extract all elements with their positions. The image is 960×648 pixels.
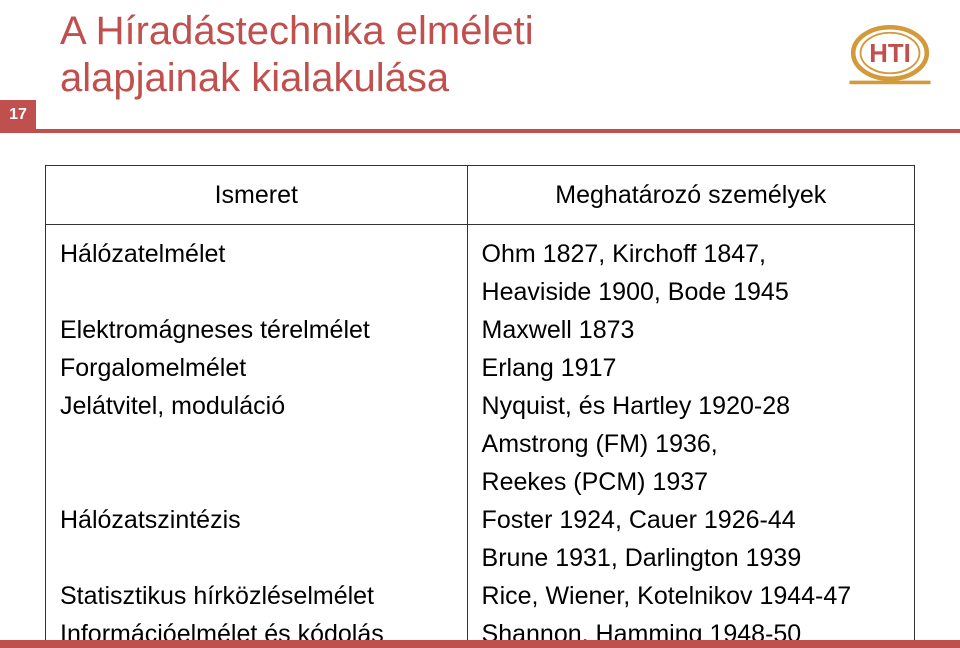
table-body-row: Hálózatelmélet Elektromágneses térelméle… — [46, 225, 915, 648]
right-line: Amstrong (FM) 1936, — [482, 425, 900, 463]
hti-logo: HTI — [844, 18, 936, 88]
slide-title: A Híradástechnika elméleti alapjainak ki… — [60, 8, 534, 102]
left-line: Hálózatelmélet — [60, 235, 453, 273]
title-line-2: alapjainak kialakulása — [60, 56, 449, 100]
left-line — [60, 425, 453, 463]
right-line: Nyquist, és Hartley 1920-28 — [482, 387, 900, 425]
right-line: Brune 1931, Darlington 1939 — [482, 539, 900, 577]
right-line: Maxwell 1873 — [482, 311, 900, 349]
left-line — [60, 463, 453, 501]
right-line: Rice, Wiener, Kotelnikov 1944-47 — [482, 577, 900, 615]
right-line: Heaviside 1900, Bode 1945 — [482, 273, 900, 311]
bottom-accent-band — [0, 640, 960, 648]
title-line-1: A Híradástechnika elméleti — [60, 9, 534, 53]
right-line: Ohm 1827, Kirchoff 1847, — [482, 235, 900, 273]
page-number-box: 17 — [0, 100, 36, 130]
svg-text:HTI: HTI — [869, 40, 910, 68]
body-left-cell: Hálózatelmélet Elektromágneses térelméle… — [46, 225, 468, 648]
slide: 17 A Híradástechnika elméleti alapjainak… — [0, 0, 960, 648]
table-header-row: Ismeret Meghatározó személyek — [46, 166, 915, 225]
body-right-cell: Ohm 1827, Kirchoff 1847, Heaviside 1900,… — [467, 225, 914, 648]
accent-rule — [0, 129, 960, 133]
left-line: Statisztikus hírközléselmélet — [60, 577, 453, 615]
content-table: Ismeret Meghatározó személyek Hálózatelm… — [45, 165, 915, 648]
page-number: 17 — [9, 106, 27, 124]
left-line: Hálózatszintézis — [60, 501, 453, 539]
left-line: Forgalomelmélet — [60, 349, 453, 387]
right-line: Foster 1924, Cauer 1926-44 — [482, 501, 900, 539]
left-line — [60, 539, 453, 577]
right-line: Reekes (PCM) 1937 — [482, 463, 900, 501]
right-line: Erlang 1917 — [482, 349, 900, 387]
header-right: Meghatározó személyek — [467, 166, 914, 225]
header-left: Ismeret — [46, 166, 468, 225]
left-line — [60, 273, 453, 311]
left-line: Jelátvitel, moduláció — [60, 387, 453, 425]
left-line: Elektromágneses térelmélet — [60, 311, 453, 349]
